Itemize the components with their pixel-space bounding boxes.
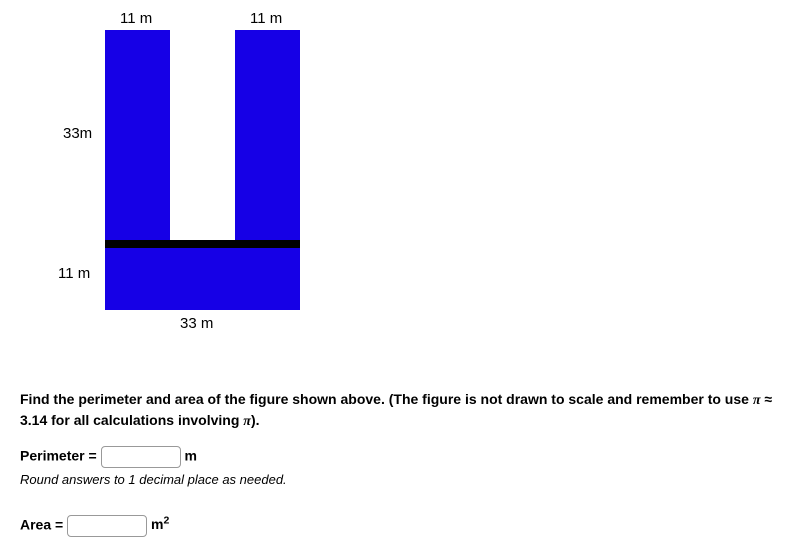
area-label: Area = <box>20 516 63 532</box>
prompt-approx: ≈ <box>760 391 772 407</box>
perimeter-row: Perimeter = m <box>20 446 780 468</box>
question-prompt: Find the perimeter and area of the figur… <box>20 390 780 432</box>
pi-symbol-2: π <box>243 414 251 429</box>
label-left-lower: 11 m <box>58 265 90 282</box>
label-left-upper: 33m <box>63 125 92 142</box>
prompt-part1: Find the perimeter and area of the figur… <box>20 391 753 407</box>
perimeter-input[interactable] <box>101 446 181 468</box>
perimeter-unit: m <box>184 447 196 463</box>
shape-left-pillar <box>105 30 170 240</box>
area-input[interactable] <box>67 515 147 537</box>
prompt-part2: for all calculations involving <box>47 412 243 428</box>
perimeter-label: Perimeter = <box>20 447 97 463</box>
figure-u-shape: 11 m 11 m 33m 11 m 33 m <box>20 10 340 350</box>
pi-value: 3.14 <box>20 412 47 428</box>
shape-divider-bar <box>105 240 300 248</box>
label-top-left: 11 m <box>120 10 152 27</box>
label-bottom: 33 m <box>180 315 213 332</box>
round-hint-1: Round answers to 1 decimal place as need… <box>20 472 780 487</box>
prompt-close: ). <box>251 412 260 428</box>
area-unit: m2 <box>151 516 169 532</box>
shape-lower-block <box>105 248 300 310</box>
label-top-right: 11 m <box>250 10 282 27</box>
area-row: Area = m2 <box>20 515 780 537</box>
shape-right-pillar <box>235 30 300 240</box>
